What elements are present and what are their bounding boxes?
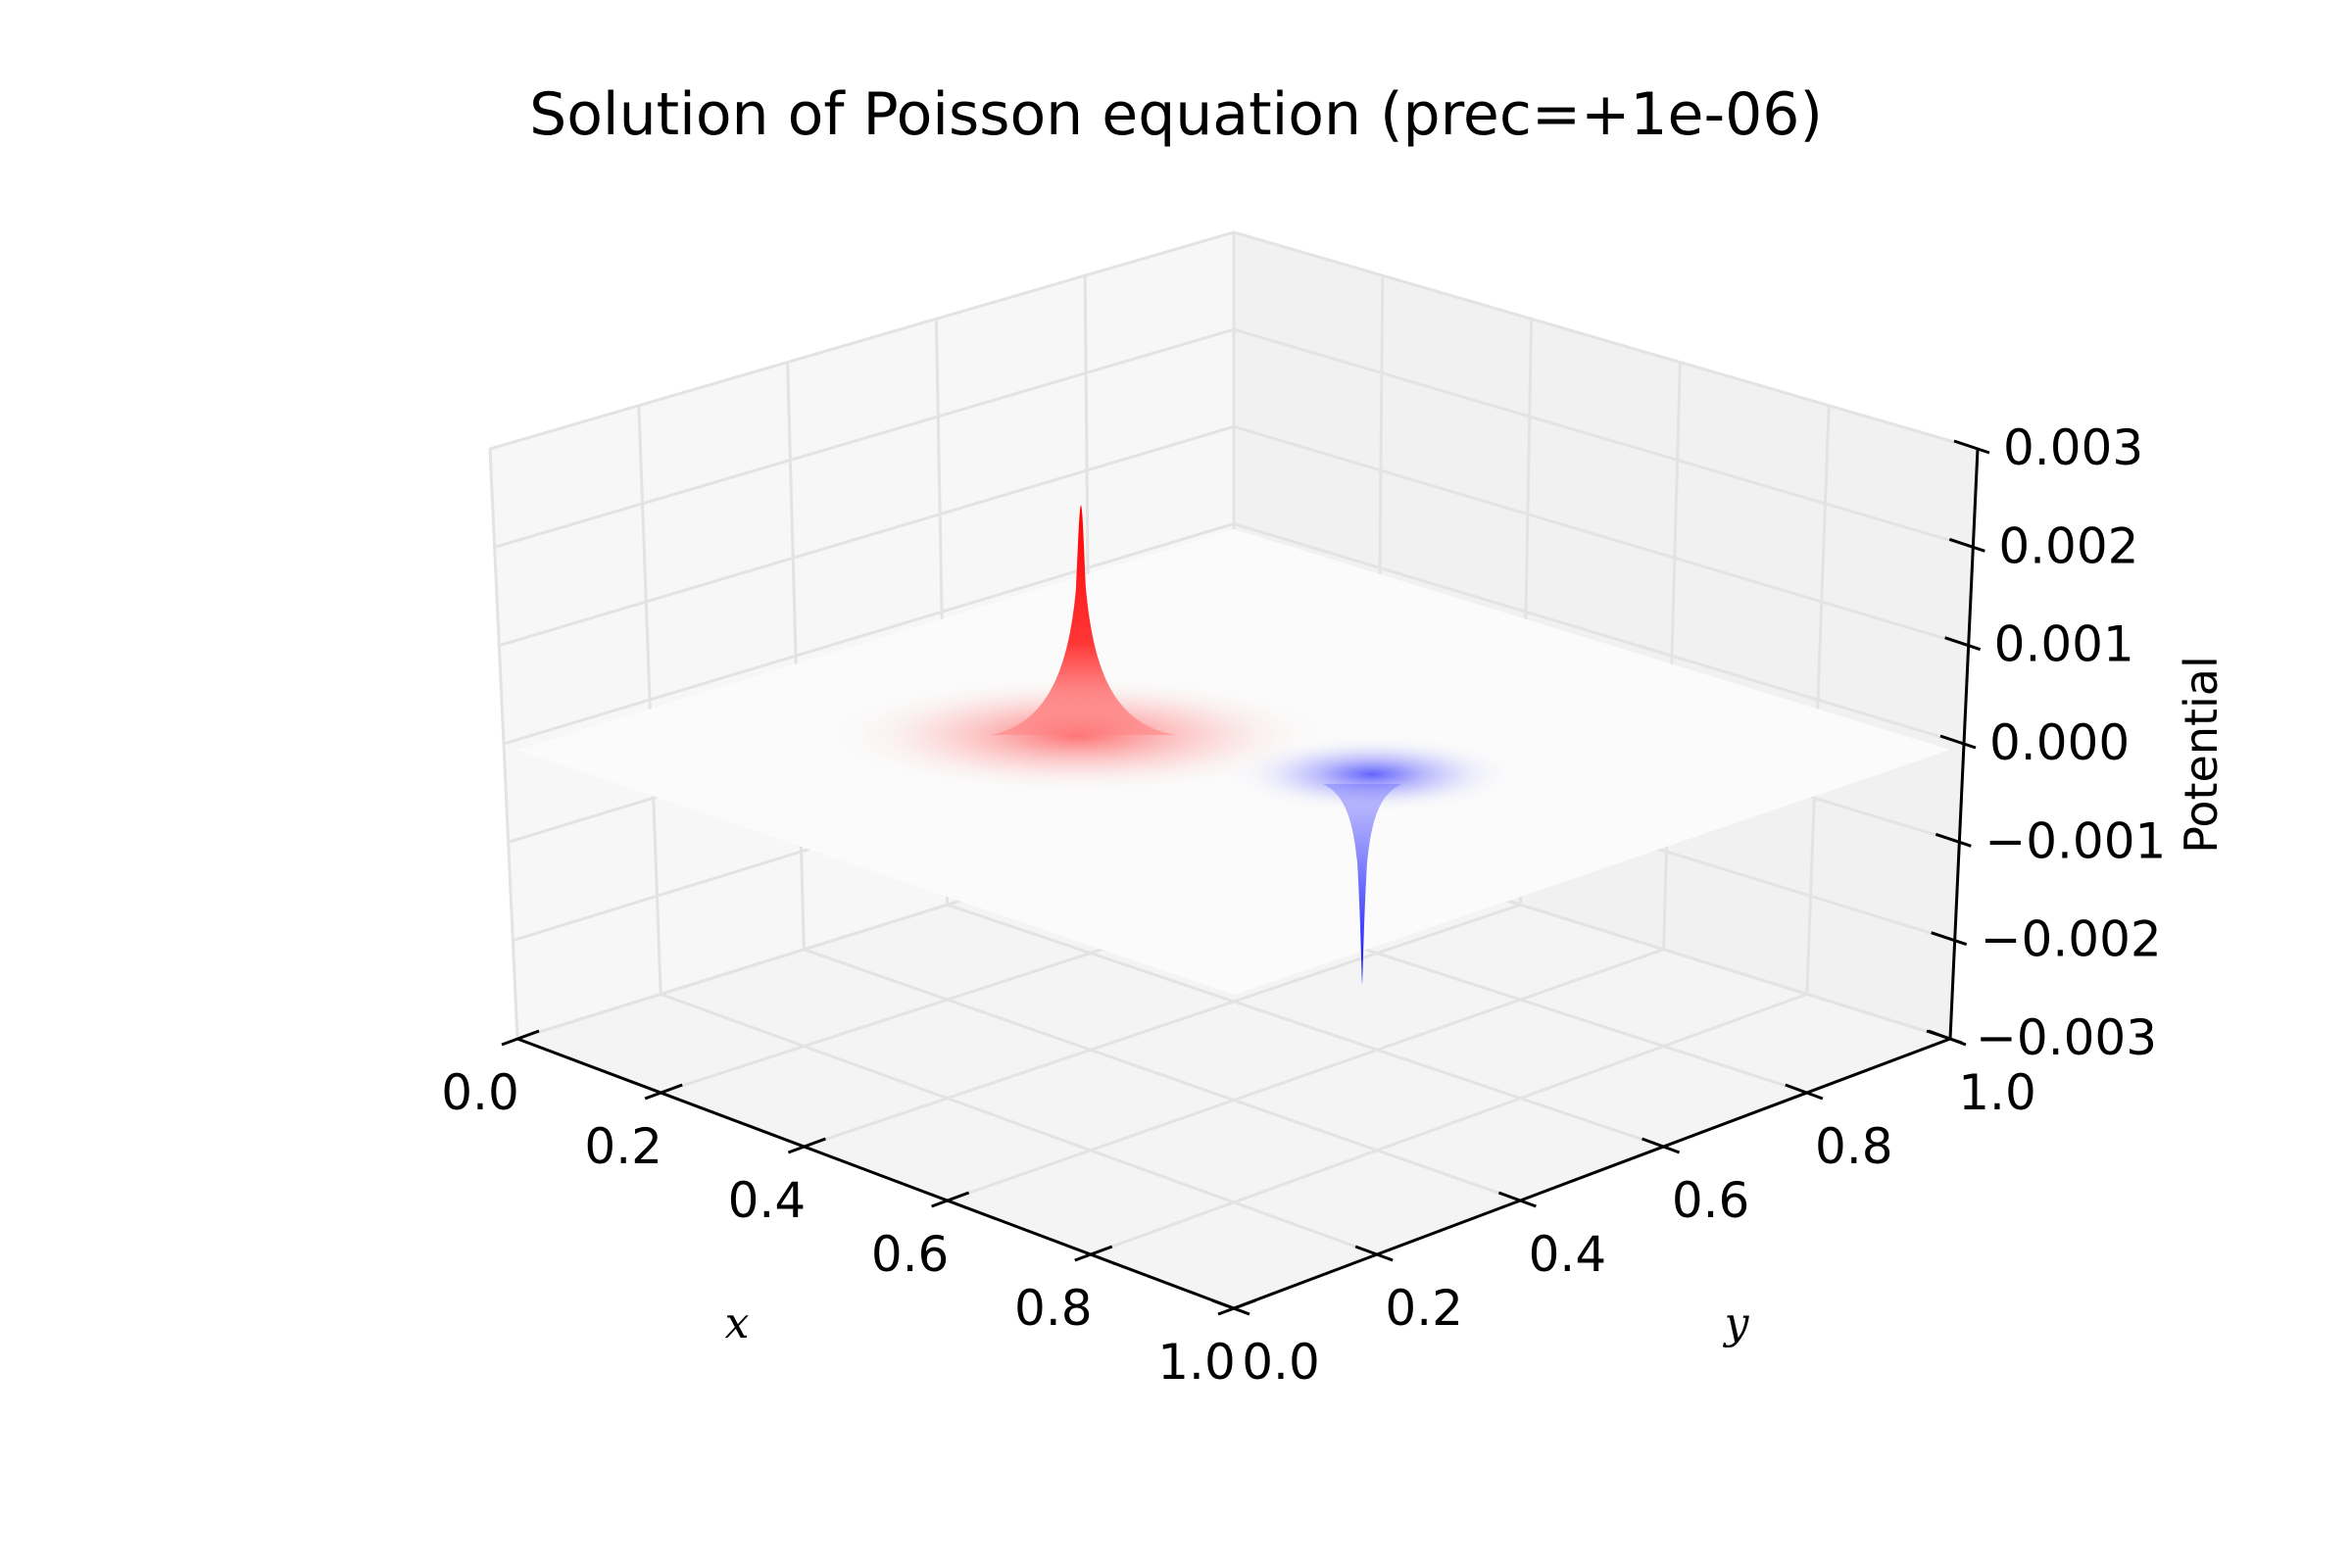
z-tick-mark bbox=[1939, 734, 1977, 750]
grid-line bbox=[498, 424, 1970, 648]
z-tick-label: 0.000 bbox=[1989, 714, 2130, 771]
x-tick-label: 0.4 bbox=[728, 1172, 807, 1229]
y-tick-label: 0.8 bbox=[1815, 1118, 1893, 1175]
x-tick-label: 0.8 bbox=[1014, 1280, 1093, 1337]
grid-line bbox=[803, 903, 1521, 1149]
y-tick-label: 1.0 bbox=[1958, 1064, 2036, 1121]
negative-peak bbox=[1225, 735, 1519, 985]
y-axis-label: y bbox=[1723, 1298, 1750, 1348]
y-tick-mark bbox=[1211, 1298, 1250, 1316]
y-tick-mark bbox=[1354, 1245, 1394, 1262]
z-tick-label: −0.003 bbox=[1976, 1009, 2157, 1066]
y-tick-label: 0.2 bbox=[1385, 1280, 1463, 1337]
z-axis-ticks: −0.003 −0.002 −0.001 0.000 0.001 0.002 0.003 bbox=[1926, 419, 2166, 1066]
z-tick-mark bbox=[1953, 439, 1990, 455]
z-tick-label: 0.003 bbox=[2003, 419, 2143, 476]
grid-line bbox=[660, 992, 1378, 1256]
y-tick-label: 0.0 bbox=[1242, 1334, 1320, 1391]
z-tick-label: 0.002 bbox=[1998, 517, 2138, 574]
x-tick-mark bbox=[931, 1191, 970, 1208]
z-tick-mark bbox=[1926, 1029, 1963, 1045]
x-tick-mark bbox=[787, 1137, 826, 1154]
y-tick-mark bbox=[1785, 1083, 1824, 1101]
x-tick-mark bbox=[501, 1029, 540, 1047]
z-tick-label: 0.001 bbox=[1994, 616, 2134, 673]
grid-line bbox=[489, 230, 1979, 451]
y-tick-label: 0.4 bbox=[1529, 1226, 1607, 1283]
grid-line bbox=[803, 948, 1521, 1202]
z-tick-label: −0.002 bbox=[1981, 911, 2162, 968]
z-tick-mark bbox=[1944, 636, 1982, 652]
x-tick-label: 0.0 bbox=[441, 1064, 519, 1121]
z-tick-label: −0.001 bbox=[1984, 812, 2166, 869]
x-tick-mark bbox=[1074, 1245, 1113, 1262]
y-axis-line bbox=[1233, 1037, 1951, 1310]
x-axis-line bbox=[516, 1037, 1235, 1310]
x-tick-label: 0.6 bbox=[871, 1226, 950, 1283]
z-axis-label: Potential bbox=[2175, 656, 2228, 854]
y-tick-mark bbox=[1497, 1191, 1537, 1208]
x-axis-ticks: 0.0 0.2 0.4 0.6 0.8 1.0 bbox=[441, 1029, 1256, 1391]
x-axis-label: x bbox=[725, 1298, 750, 1348]
z-tick-mark bbox=[1935, 832, 1972, 848]
z-tick-mark bbox=[1948, 537, 1985, 553]
grid-line bbox=[1090, 992, 1808, 1256]
x-tick-mark bbox=[1217, 1298, 1256, 1316]
x-tick-label: 0.2 bbox=[584, 1118, 662, 1175]
y-tick-mark bbox=[1642, 1137, 1681, 1154]
grid-line bbox=[947, 948, 1665, 1202]
chart-title: Solution of Poisson equation (prec=+1e-0… bbox=[529, 80, 1823, 149]
grid-line bbox=[947, 903, 1665, 1149]
grid-line bbox=[503, 521, 1965, 746]
y-tick-label: 0.6 bbox=[1672, 1172, 1750, 1229]
z-tick-mark bbox=[1931, 931, 1968, 947]
grid-line bbox=[494, 327, 1974, 549]
y-axis-ticks: 0.0 0.2 0.4 0.6 0.8 1.0 bbox=[1211, 1029, 2036, 1391]
x-tick-label: 1.0 bbox=[1157, 1334, 1236, 1391]
x-tick-mark bbox=[644, 1083, 683, 1101]
positive-peak bbox=[823, 505, 1333, 796]
